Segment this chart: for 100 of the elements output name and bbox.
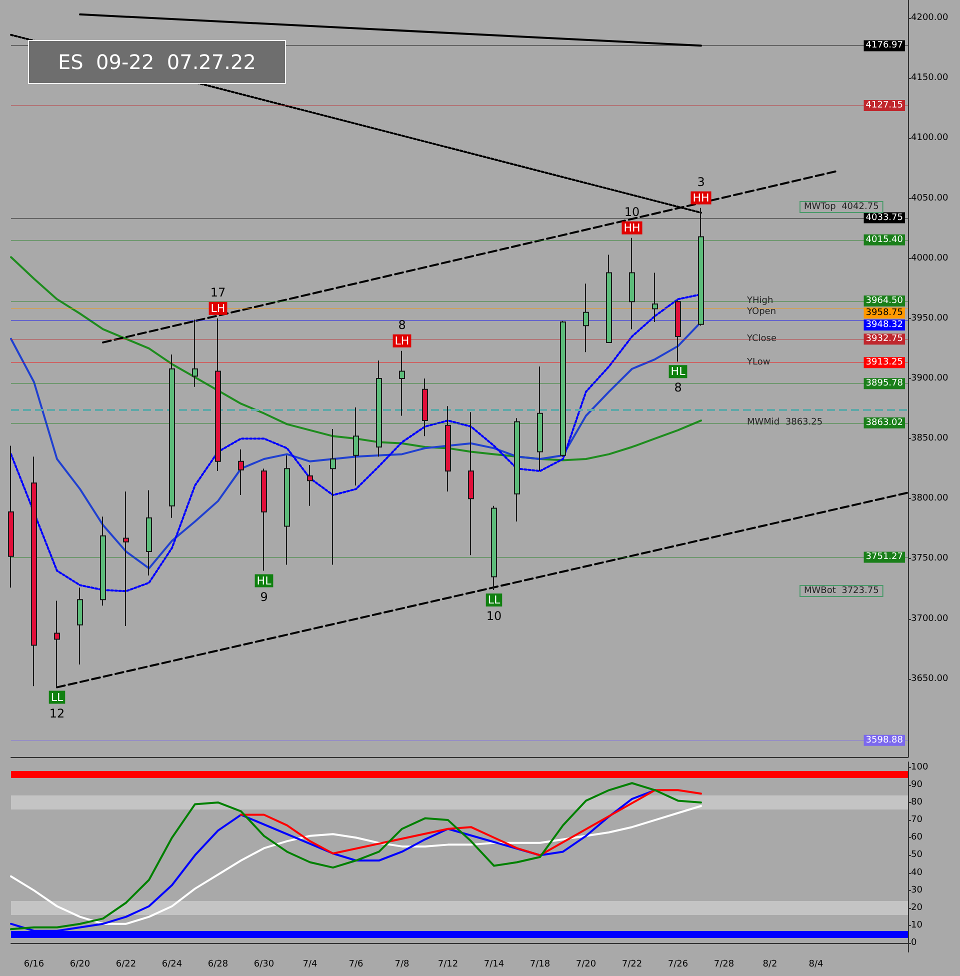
line-series [10, 321, 702, 570]
y-tick-label: 0 [911, 938, 917, 948]
y-tick-label: 10 [911, 920, 923, 931]
annotation: MWTop 4042.75 [804, 202, 879, 212]
ref-line-label: 4127.15 [866, 100, 903, 111]
line-series [10, 256, 702, 462]
y-tick-label: 30 [911, 885, 923, 896]
annotation: HL [670, 365, 686, 378]
annotation: 10 [486, 608, 502, 623]
candlestick [445, 406, 451, 492]
y-tick-label: 3850.00 [911, 434, 948, 444]
ref-line-label: 3598.88 [866, 735, 904, 746]
candlestick [284, 454, 290, 566]
x-tick-label: 6/24 [162, 960, 182, 970]
candlestick [514, 418, 520, 522]
line-series [10, 804, 702, 925]
annotation: LL [50, 690, 64, 704]
x-tick-label: 8/4 [808, 960, 824, 970]
ref-line-label: 3863.02 [866, 418, 903, 428]
x-tick-label: 7/6 [348, 960, 364, 970]
x-tick-label: 6/16 [24, 960, 44, 970]
annotation: HH [624, 221, 640, 234]
line-series [240, 789, 702, 856]
x-tick-label: 6/30 [254, 960, 274, 970]
annotation: MWBot 3723.75 [804, 586, 879, 596]
candlestick [100, 516, 106, 606]
y-tick-label: 4150.00 [911, 73, 948, 84]
y-tick-label: 4200.00 [911, 13, 948, 24]
annotation: YHigh [746, 296, 774, 306]
candlestick [491, 505, 497, 590]
y-tick-label: 90 [911, 780, 923, 790]
x-tick-label: 7/22 [622, 960, 642, 970]
candlestick [422, 378, 428, 437]
annotation: 9 [260, 590, 268, 604]
annotation: 8 [674, 380, 682, 395]
y-tick-label: 3750.00 [911, 554, 948, 564]
y-tick-label: 3800.00 [911, 494, 948, 504]
annotation: LH [210, 302, 226, 315]
annotation: YLow [746, 358, 770, 368]
candlestick [560, 320, 566, 458]
y-tick-label: 60 [911, 832, 923, 843]
annotation: LL [488, 593, 501, 606]
ref-line-label: 3895.78 [866, 378, 904, 389]
ref-line-label: 4015.40 [866, 234, 904, 245]
candlestick [376, 360, 382, 458]
annotation: 10 [624, 204, 640, 219]
x-tick-label: 7/4 [302, 960, 318, 970]
candlestick [583, 283, 589, 353]
x-tick-label: 6/22 [116, 960, 136, 970]
y-tick-label: 100 [911, 762, 928, 772]
candlestick [215, 318, 221, 472]
candlestick [54, 600, 60, 688]
annotation: 12 [49, 706, 65, 720]
candlestick [192, 319, 198, 388]
candlestick [468, 412, 474, 556]
candlestick [606, 254, 612, 343]
candlestick [698, 207, 704, 326]
y-tick-label: 3900.00 [911, 374, 948, 384]
annotation: LH [394, 334, 410, 348]
x-tick-label: 7/14 [484, 960, 504, 970]
y-tick-label: 3700.00 [911, 614, 948, 624]
x-tick-label: 7/28 [714, 960, 734, 970]
x-tick-label: 8/2 [762, 960, 778, 970]
annotation: 8 [398, 318, 406, 332]
ref-line-label: 3932.75 [866, 334, 903, 344]
annotation: YOpen [746, 307, 776, 317]
candlestick [238, 448, 244, 496]
candlestick [353, 406, 359, 486]
annotation: HH [692, 191, 710, 204]
y-tick-label: 80 [911, 797, 923, 808]
y-tick-label: 3650.00 [911, 674, 948, 684]
x-tick-label: 7/18 [530, 960, 550, 970]
candlestick [123, 490, 129, 627]
candlestick [652, 272, 658, 323]
candlestick [77, 587, 83, 665]
annotation: 17 [210, 285, 226, 300]
annotation: 3 [697, 174, 705, 189]
candlestick [675, 300, 681, 362]
ref-line-label: 3958.75 [866, 308, 903, 318]
y-tick-label: 4000.00 [911, 253, 948, 264]
y-tick-label: 70 [911, 815, 923, 826]
candlestick [261, 468, 267, 572]
candlestick [146, 490, 152, 576]
x-tick-label: 7/26 [668, 960, 688, 970]
ref-line-label: 4033.75 [866, 212, 903, 223]
x-tick-label: 6/28 [208, 960, 228, 970]
x-tick-label: 7/8 [394, 960, 410, 970]
y-tick-label: 20 [911, 903, 923, 914]
ref-line-label: 3913.25 [866, 358, 903, 368]
annotation: YClose [746, 334, 777, 344]
x-tick-label: 6/20 [70, 960, 90, 970]
y-tick-label: 3950.00 [911, 313, 948, 324]
y-tick-label: 50 [911, 850, 923, 860]
text: ES 09-22 07.27.22 [58, 50, 256, 74]
candlestick [537, 366, 543, 472]
candlestick [307, 464, 313, 506]
candlestick [629, 237, 635, 330]
candlestick [31, 456, 37, 687]
ref-line-label: 3964.50 [866, 296, 904, 306]
ref-line-label: 4176.97 [866, 40, 903, 51]
